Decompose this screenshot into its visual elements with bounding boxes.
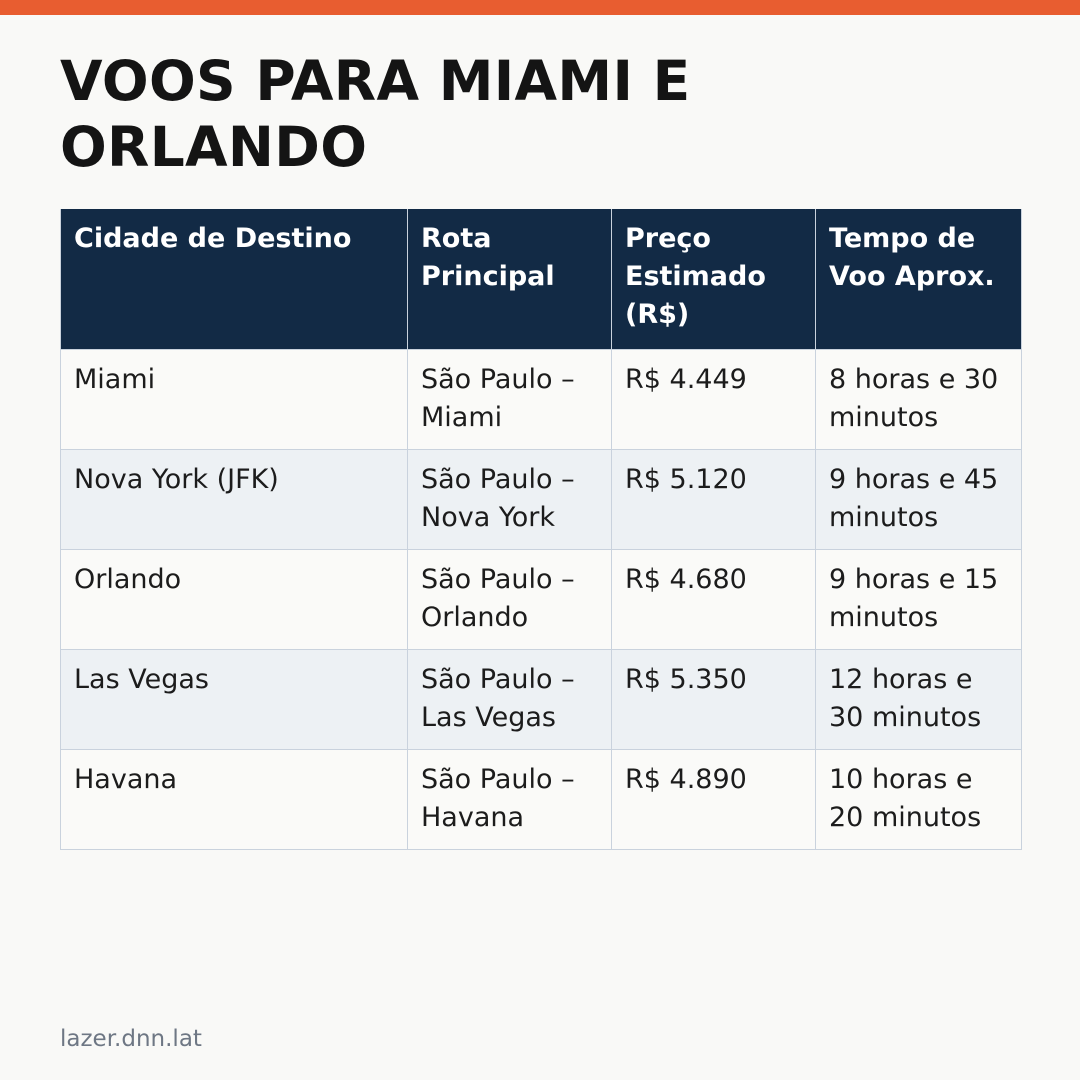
footer-site-url: lazer.dnn.lat (60, 1026, 202, 1052)
header-main-route: Rota Principal (407, 209, 612, 350)
cell-route: São Paulo – Havana (407, 749, 612, 850)
cell-destination: Orlando (60, 549, 408, 650)
cell-price: R$ 5.120 (611, 449, 816, 550)
cell-route: São Paulo – Nova York (407, 449, 612, 550)
header-flight-time: Tempo de Voo Aprox. (815, 209, 1022, 350)
cell-destination: Havana (60, 749, 408, 850)
header-estimated-price: Preço Estimado (R$) (611, 209, 816, 350)
page-title: VOOS PARA MIAMI E ORLANDO (60, 49, 691, 179)
table-header-row: Cidade de Destino Rota Principal Preço E… (60, 209, 1022, 350)
cell-destination: Nova York (JFK) (60, 449, 408, 550)
cell-route: São Paulo – Miami (407, 349, 612, 450)
cell-destination: Las Vegas (60, 649, 408, 750)
table-row: Las Vegas São Paulo – Las Vegas R$ 5.350… (60, 649, 1022, 750)
table-row: Orlando São Paulo – Orlando R$ 4.680 9 h… (60, 549, 1022, 650)
cell-route: São Paulo – Las Vegas (407, 649, 612, 750)
cell-price: R$ 4.680 (611, 549, 816, 650)
top-accent-bar (0, 0, 1080, 15)
cell-flight-time: 9 horas e 15 minutos (815, 549, 1022, 650)
table-row: Miami São Paulo – Miami R$ 4.449 8 horas… (60, 349, 1022, 450)
cell-flight-time: 10 horas e 20 minutos (815, 749, 1022, 850)
header-destination-city: Cidade de Destino (60, 209, 408, 350)
table-row: Nova York (JFK) São Paulo – Nova York R$… (60, 449, 1022, 550)
table-row: Havana São Paulo – Havana R$ 4.890 10 ho… (60, 749, 1022, 850)
cell-price: R$ 4.890 (611, 749, 816, 850)
cell-destination: Miami (60, 349, 408, 450)
cell-price: R$ 5.350 (611, 649, 816, 750)
flights-table: Cidade de Destino Rota Principal Preço E… (60, 209, 1022, 850)
cell-flight-time: 8 horas e 30 minutos (815, 349, 1022, 450)
cell-price: R$ 4.449 (611, 349, 816, 450)
cell-flight-time: 12 horas e 30 minutos (815, 649, 1022, 750)
cell-flight-time: 9 horas e 45 minutos (815, 449, 1022, 550)
cell-route: São Paulo – Orlando (407, 549, 612, 650)
